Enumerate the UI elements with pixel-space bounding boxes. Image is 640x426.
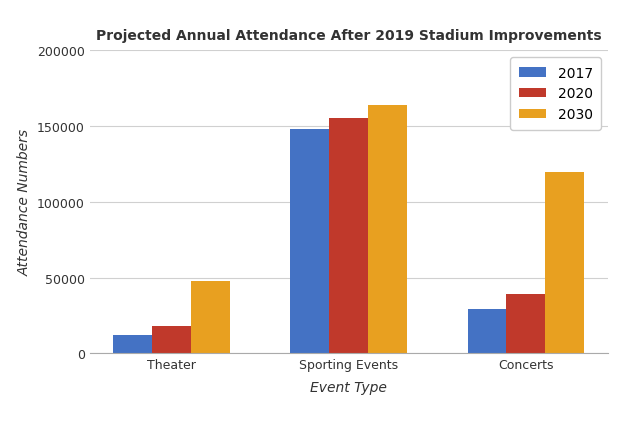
Bar (506, 295, 545, 354)
Bar (191, 281, 230, 354)
Legend: 2017, 2020, 2030: 2017, 2020, 2030 (510, 58, 601, 130)
Bar (330, 119, 368, 354)
Title: Projected Annual Attendance After 2019 Stadium Improvements: Projected Annual Attendance After 2019 S… (96, 29, 602, 43)
Bar (368, 106, 407, 354)
Bar (152, 326, 191, 354)
X-axis label: Event Type: Event Type (310, 380, 387, 394)
Bar (467, 310, 506, 354)
Bar (545, 172, 584, 354)
Bar (291, 130, 330, 354)
Y-axis label: Attendance Numbers: Attendance Numbers (17, 129, 31, 276)
Bar (113, 335, 152, 354)
